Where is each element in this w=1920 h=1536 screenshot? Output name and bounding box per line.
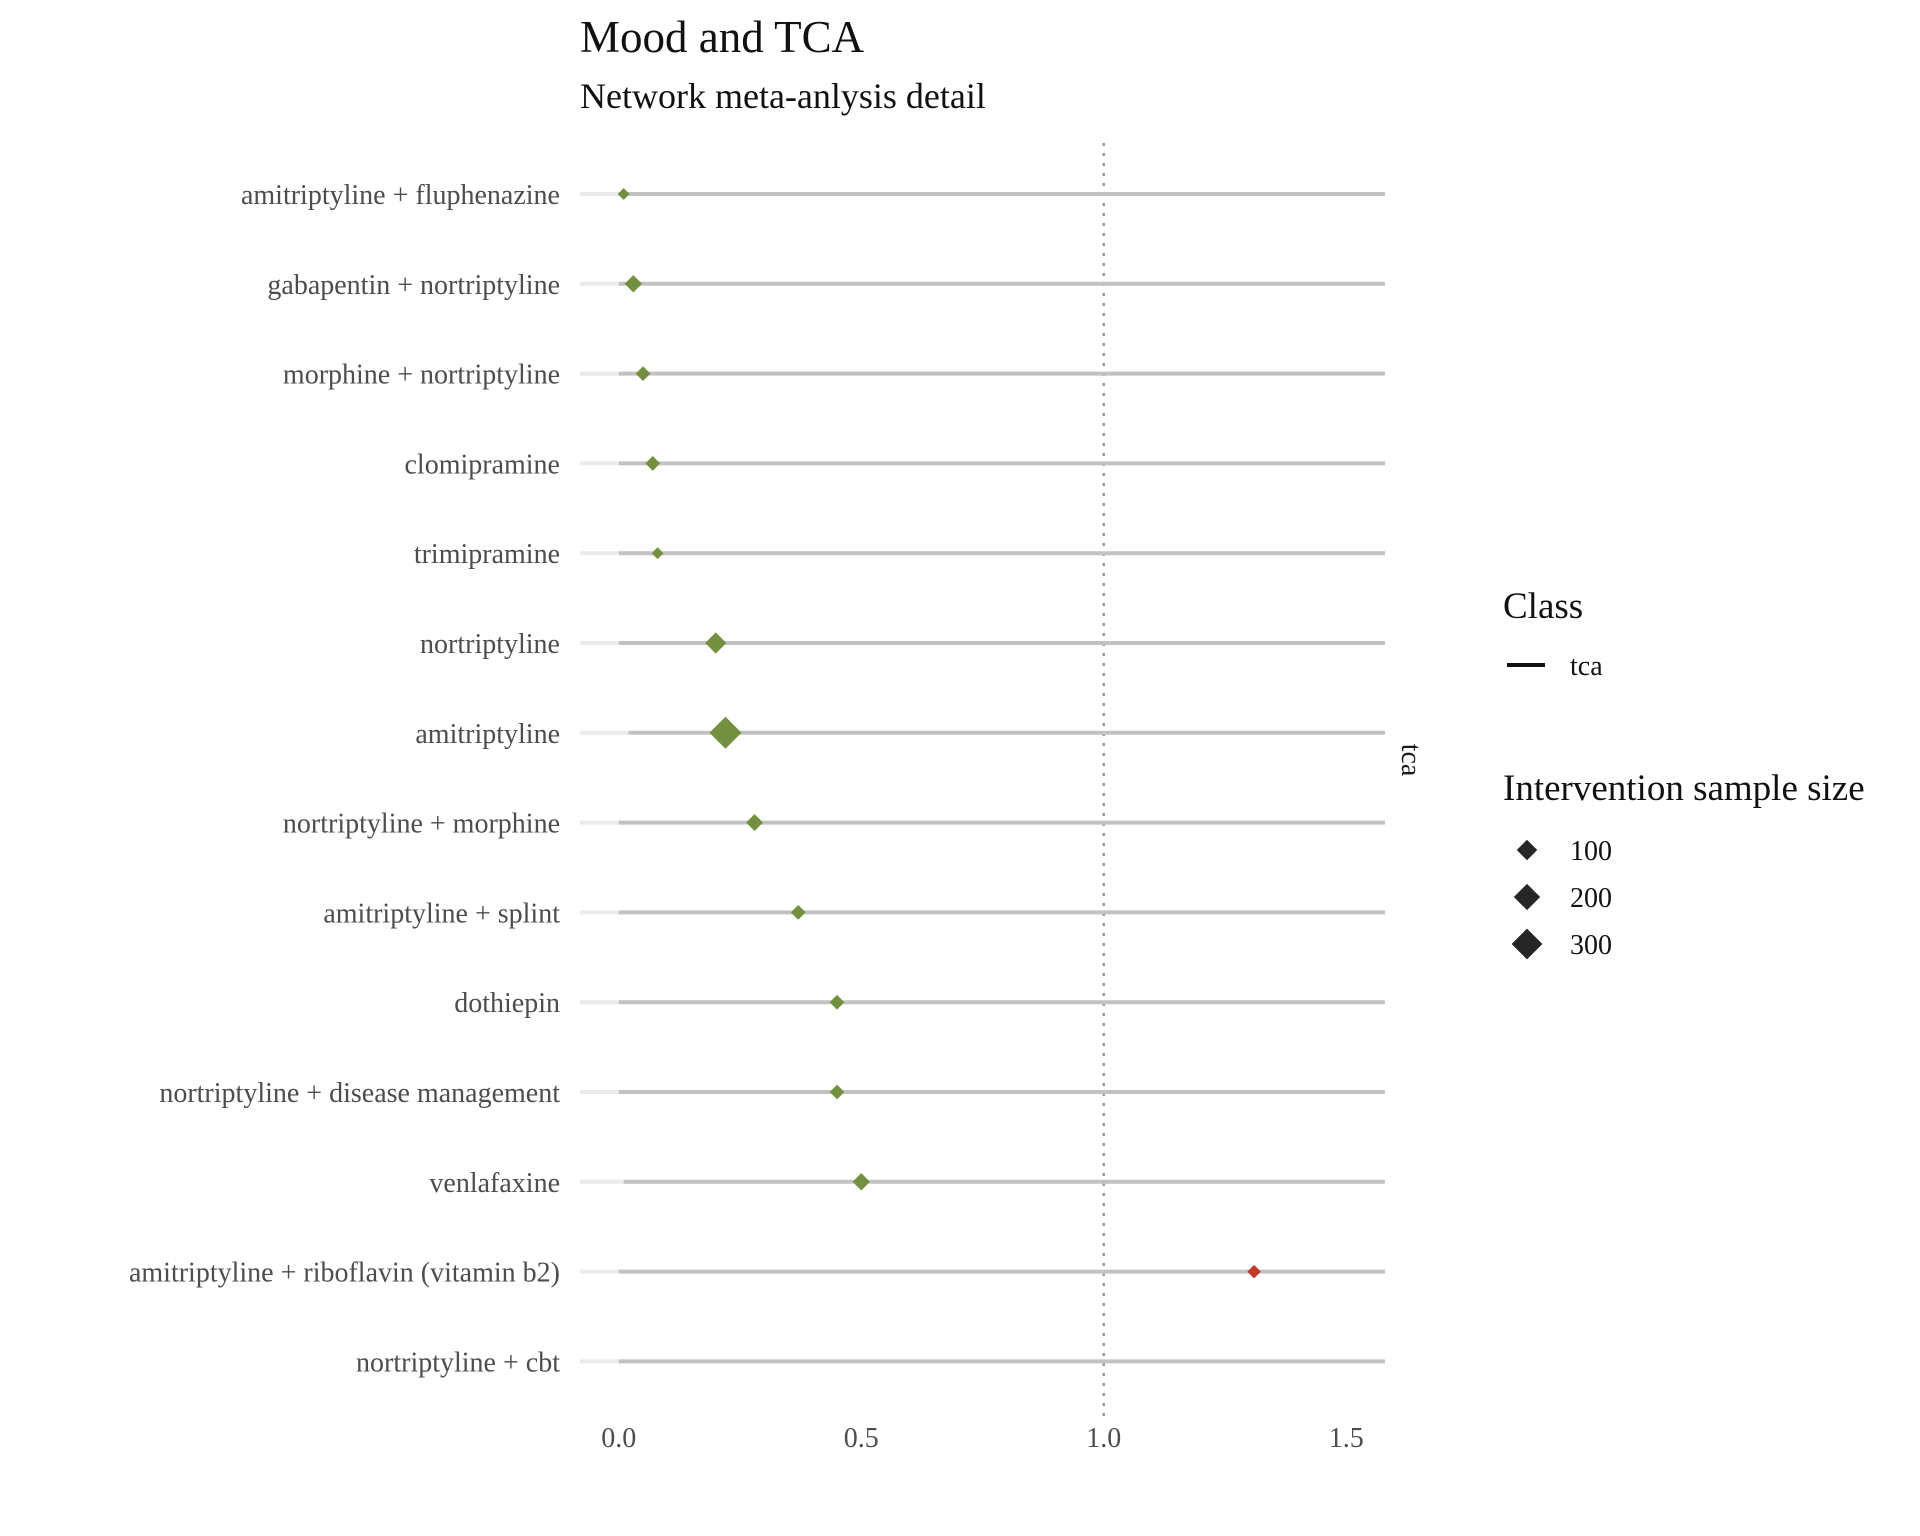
point-estimate-marker (746, 814, 764, 832)
point-estimate-marker (624, 275, 643, 293)
x-axis-ticks: 0.0 0.5 1.0 1.5 (601, 1423, 1363, 1454)
chart-row: nortriptyline + morphine (283, 809, 1385, 840)
chart-row: amitriptyline + splint (323, 898, 1385, 929)
legend-size-label: 300 (1570, 930, 1612, 961)
row-label: clomipramine (404, 449, 560, 480)
legend: Class tca Intervention sample size 100 20… (1503, 586, 1865, 961)
point-estimate-marker (852, 1173, 870, 1191)
point-estimate-marker (645, 456, 661, 471)
row-label: nortriptyline + morphine (283, 809, 560, 840)
chart-row: trimipramine (414, 539, 1385, 570)
legend-size-label: 200 (1570, 883, 1612, 914)
chart-row: gabapentin + nortriptyline (267, 270, 1385, 301)
row-label: morphine + nortriptyline (283, 360, 560, 391)
chart-row: amitriptyline + riboflavin (vitamin b2) (129, 1258, 1385, 1289)
chart-row: nortriptyline + cbt (356, 1347, 1385, 1378)
row-label: amitriptyline + fluphenazine (241, 180, 560, 211)
point-estimate-marker (617, 188, 630, 200)
legend-size-items: 100 200 300 (1511, 836, 1612, 961)
x-tick-label: 1.0 (1086, 1423, 1121, 1454)
facet-strip-label: tca (1395, 744, 1426, 777)
row-label: nortriptyline (420, 629, 560, 660)
chart-row: morphine + nortriptyline (283, 360, 1385, 391)
legend-size-symbol (1513, 883, 1541, 911)
x-tick-label: 1.5 (1329, 1423, 1364, 1454)
x-tick-label: 0.5 (844, 1423, 879, 1454)
legend-size-label: 100 (1570, 836, 1612, 867)
x-tick-label: 0.0 (601, 1423, 636, 1454)
legend-size-symbol (1511, 928, 1543, 960)
row-label: amitriptyline + riboflavin (vitamin b2) (129, 1258, 560, 1289)
point-estimate-marker (829, 994, 845, 1010)
row-label: nortriptyline + disease management (159, 1078, 560, 1109)
rows-layer: amitriptyline + fluphenazine gabapentin +… (129, 180, 1385, 1378)
chart-row: nortriptyline (420, 629, 1385, 660)
row-label: amitriptyline (415, 719, 560, 750)
chart-row: clomipramine (404, 449, 1385, 480)
legend-size-symbol (1516, 839, 1538, 861)
row-label: venlafaxine (429, 1168, 560, 1199)
point-estimate-marker (705, 632, 727, 654)
legend-size-title: Intervention sample size (1503, 768, 1865, 809)
chart-row: amitriptyline + fluphenazine (241, 180, 1385, 211)
chart-row: nortriptyline + disease management (159, 1078, 1385, 1109)
row-label: amitriptyline + splint (323, 898, 560, 929)
chart-row: venlafaxine (429, 1168, 1385, 1199)
point-estimate-marker (829, 1084, 845, 1100)
row-label: trimipramine (414, 539, 560, 570)
chart-row: amitriptyline (415, 716, 1385, 750)
chart-title: Mood and TCA (580, 12, 865, 62)
point-estimate-marker (635, 366, 651, 381)
point-estimate-marker (651, 547, 664, 560)
point-estimate-marker (709, 716, 742, 749)
chart-subtitle: Network meta-anlysis detail (580, 76, 986, 116)
chart-row: dothiepin (454, 988, 1385, 1019)
row-label: nortriptyline + cbt (356, 1347, 560, 1378)
row-label: gabapentin + nortriptyline (267, 270, 560, 301)
point-estimate-marker (1247, 1264, 1261, 1279)
row-label: dothiepin (454, 988, 560, 1019)
point-estimate-marker (790, 905, 806, 920)
legend-class-title: Class (1503, 586, 1583, 627)
legend-class-item: tca (1570, 651, 1603, 682)
